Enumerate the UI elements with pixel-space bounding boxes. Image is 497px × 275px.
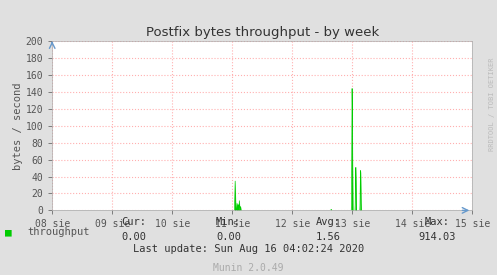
Text: RRDTOOL / TOBI OETIKER: RRDTOOL / TOBI OETIKER	[489, 58, 495, 151]
Text: throughput: throughput	[27, 227, 90, 237]
Text: Cur:: Cur:	[122, 217, 147, 227]
Text: Min:: Min:	[216, 217, 241, 227]
Text: 0.00: 0.00	[216, 232, 241, 242]
Text: 1.56: 1.56	[316, 232, 340, 242]
Y-axis label: bytes / second: bytes / second	[13, 82, 23, 170]
Text: 0.00: 0.00	[122, 232, 147, 242]
Text: 914.03: 914.03	[418, 232, 456, 242]
Text: Avg:: Avg:	[316, 217, 340, 227]
Title: Postfix bytes throughput - by week: Postfix bytes throughput - by week	[146, 26, 379, 39]
Text: Munin 2.0.49: Munin 2.0.49	[213, 263, 284, 273]
Text: Last update: Sun Aug 16 04:02:24 2020: Last update: Sun Aug 16 04:02:24 2020	[133, 244, 364, 254]
Text: ■: ■	[5, 227, 12, 237]
Text: Max:: Max:	[425, 217, 450, 227]
